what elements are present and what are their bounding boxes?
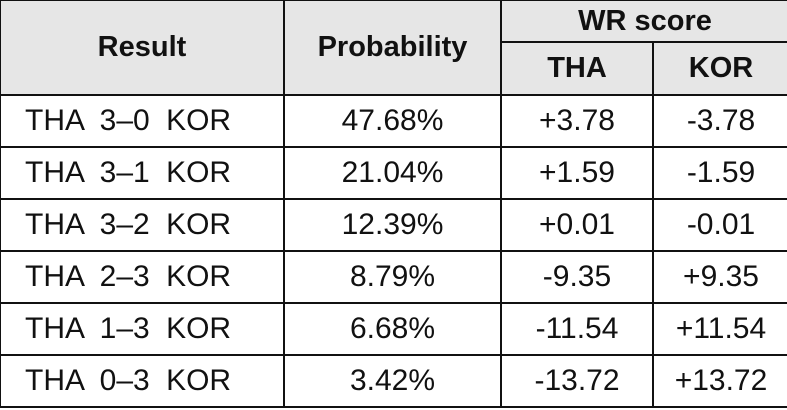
table-cell: 21.04% (283, 146, 502, 200)
table-cell: THA 3–2 KOR (0, 198, 285, 252)
header-cell: Probability (283, 0, 502, 96)
table-cell: -1.59 (651, 146, 787, 200)
table-cell: 12.39% (283, 198, 502, 252)
table-cell: +13.72 (651, 354, 787, 408)
table-row: THA 1–3 KOR 6.68% -11.54 +11.54 (0, 302, 787, 356)
header-cell: THA (500, 41, 654, 96)
table-cell: THA 3–0 KOR (0, 94, 285, 148)
table-row: THA 0–3 KOR 3.42% -13.72 +13.72 (0, 354, 787, 408)
table-cell: -3.78 (651, 94, 787, 148)
table-cell: +0.01 (500, 198, 654, 252)
table-cell: -11.54 (500, 302, 654, 356)
table-cell: THA 1–3 KOR (0, 302, 285, 356)
table-cell: 3.42% (283, 354, 502, 408)
header-cell: KOR (651, 41, 787, 96)
header-cell: Result (0, 0, 285, 96)
table-row: THA 3–2 KOR 12.39% +0.01 -0.01 (0, 198, 787, 252)
table-cell: 6.68% (283, 302, 502, 356)
table-row: THA 2–3 KOR 8.79% -9.35 +9.35 (0, 250, 787, 304)
table-cell: 8.79% (283, 250, 502, 304)
table-cell: +3.78 (500, 94, 654, 148)
table-cell: +11.54 (651, 302, 787, 356)
table-header: Result Probability WR score THA KOR (0, 0, 787, 96)
table-cell: THA 2–3 KOR (0, 250, 285, 304)
table-body: THA 3–0 KOR 47.68% +3.78 -3.78 THA 3–1 KOR 21… (0, 94, 787, 408)
header-group-cell: WR score (499, 0, 787, 43)
table-row: THA 3–1 KOR 21.04% +1.59 -1.59 (0, 146, 787, 200)
header-row: THA KOR (0, 41, 787, 96)
header-row: Result Probability WR score (0, 0, 787, 96)
table-cell: THA 0–3 KOR (0, 354, 285, 408)
table-cell: +9.35 (651, 250, 787, 304)
table-row: THA 3–0 KOR 47.68% +3.78 -3.78 (0, 94, 787, 148)
table-cell: -0.01 (651, 198, 787, 252)
table-cell: THA 3–1 KOR (0, 146, 285, 200)
table-cell: -9.35 (500, 250, 654, 304)
table-cell: +1.59 (500, 146, 654, 200)
table-cell: -13.72 (500, 354, 654, 408)
table-cell: 47.68% (283, 94, 502, 148)
